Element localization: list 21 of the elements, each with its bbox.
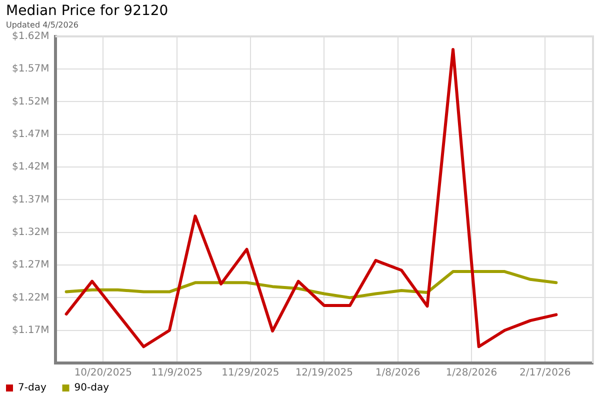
- legend-label: 90-day: [74, 382, 125, 394]
- x-tick-label: 10/20/2025: [74, 368, 132, 379]
- chart-subtitle: Updated 4/5/2026: [6, 20, 79, 30]
- legend-label: 7-day: [18, 382, 62, 394]
- y-tick-label: $1.17M: [12, 324, 50, 336]
- x-tick-label: 11/29/2025: [222, 368, 280, 379]
- y-tick-label: $1.57M: [12, 64, 50, 75]
- y-tick-label: $1.32M: [12, 226, 50, 238]
- x-tick-label: 1/8/2026: [375, 368, 420, 379]
- y-tick-label: $1.47M: [12, 128, 50, 140]
- y-tick-label: $1.52M: [12, 96, 50, 108]
- x-tick-label: 2/17/2026: [519, 368, 571, 379]
- x-tick-label: 12/19/2025: [295, 368, 353, 379]
- x-tick-label: 1/28/2026: [446, 368, 498, 379]
- y-tick-label: $1.27M: [12, 260, 50, 271]
- x-tick-label: 11/9/2025: [151, 368, 202, 379]
- chart-title: Median Price for 92120: [6, 3, 168, 20]
- y-tick-label: $1.37M: [12, 194, 50, 206]
- y-tick-label: $1.62M: [12, 30, 50, 42]
- y-tick-label: $1.22M: [12, 292, 50, 304]
- y-tick-label: $1.42M: [12, 162, 50, 173]
